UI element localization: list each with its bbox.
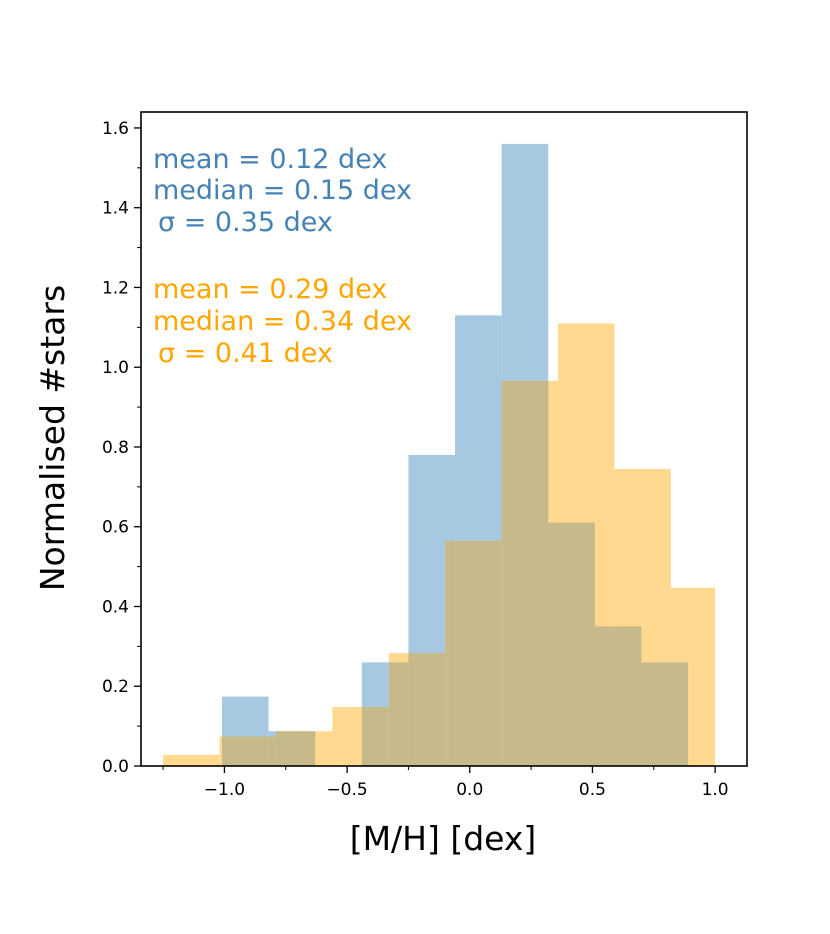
orange-bar-0 — [163, 754, 220, 766]
blue-sigma-label: σ = 0.35 dex — [158, 207, 333, 238]
x-tick-label-1: −0.5 — [326, 780, 367, 800]
orange-stats-annotation: mean = 0.29 dex median = 0.34 dex σ = 0.… — [153, 274, 412, 369]
overlap-bar-5 — [408, 653, 446, 766]
x-tick-label-2: 0.0 — [456, 780, 483, 800]
orange-sigma-label: σ = 0.41 dex — [158, 338, 333, 369]
y-tick-label-1: 0.2 — [102, 677, 129, 697]
plot-frame — [140, 111, 748, 767]
overlap-bar-2 — [275, 731, 316, 766]
overlap-bar-12 — [614, 626, 642, 766]
overlap-bar-10 — [558, 522, 595, 766]
overlap-bar-13 — [641, 662, 671, 766]
y-tick-label-2: 0.4 — [102, 597, 129, 617]
x-axis-label: [M/H] [dex] — [350, 819, 537, 858]
y-tick-label-7: 1.4 — [102, 199, 129, 219]
bars-layer — [163, 143, 716, 766]
x-axis-ticks: −1.0 −0.5 0.0 0.5 1.0 — [162, 766, 729, 800]
y-tick-label-5: 1.0 — [102, 358, 129, 378]
y-axis-label: Normalised #stars — [33, 285, 72, 591]
overlap-bar-8 — [501, 380, 549, 766]
x-tick-label-0: −1.0 — [204, 780, 245, 800]
overlap-bar-6 — [445, 540, 456, 766]
x-tick-label-3: 0.5 — [579, 780, 606, 800]
overlap-bar-11 — [594, 626, 615, 766]
overlap-bar-4 — [388, 662, 409, 766]
orange-median-label: median = 0.34 dex — [153, 306, 412, 337]
overlap-bar-14 — [670, 662, 689, 766]
overlap-bar-7 — [455, 540, 502, 766]
y-axis-ticks: 0.0 0.2 0.4 0.6 0.8 1.0 1.2 1.4 1.6 — [102, 119, 141, 777]
blue-stats-annotation: mean = 0.12 dex median = 0.15 dex σ = 0.… — [153, 144, 412, 238]
y-tick-label-4: 0.8 — [102, 438, 129, 458]
blue-mean-label: mean = 0.12 dex — [153, 144, 387, 175]
overlap-bar-9 — [548, 522, 559, 766]
overlap-bar-0 — [221, 736, 269, 766]
y-tick-label-8: 1.6 — [102, 119, 129, 139]
y-tick-label-6: 1.2 — [102, 278, 129, 298]
x-tick-label-4: 1.0 — [702, 780, 729, 800]
y-tick-label-0: 0.0 — [102, 757, 129, 777]
orange-mean-label: mean = 0.29 dex — [153, 274, 387, 305]
y-tick-label-3: 0.6 — [102, 518, 129, 538]
overlap-bar-3 — [361, 706, 389, 766]
blue-median-label: median = 0.15 dex — [153, 175, 412, 206]
overlap-bar-1 — [268, 736, 276, 766]
